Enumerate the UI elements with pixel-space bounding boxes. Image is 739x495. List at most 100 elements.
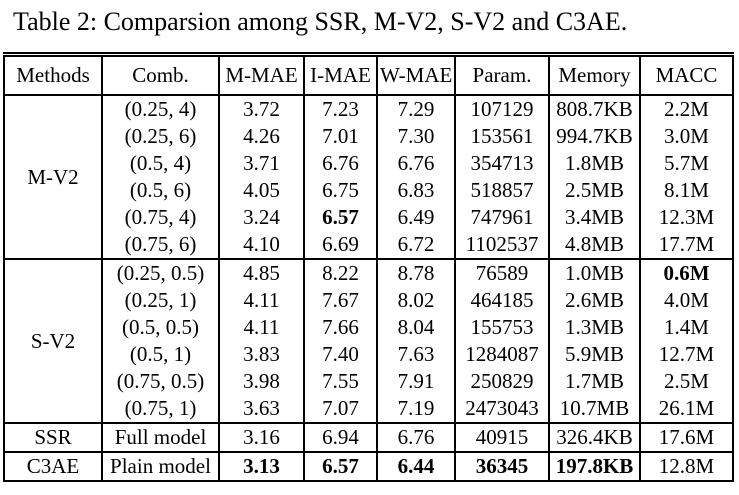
- cell-m-mae: 3.98: [218, 368, 305, 395]
- cell-comb: (0.25, 1): [101, 287, 220, 314]
- cell-comb: Full model: [101, 423, 220, 452]
- method-group-ssr: SSR Full model 3.16 6.94 6.76 40915 326.4KB 17.…: [3, 423, 734, 452]
- table-row: (0.5, 0.5) 4.11 7.66 8.04 155753 1.3MB 1.4M: [4, 314, 734, 341]
- cell-w-mae: 7.63: [376, 341, 456, 368]
- method-cell: M-V2: [3, 95, 103, 259]
- cell-w-mae: 6.44: [376, 452, 456, 481]
- table-row: (0.25, 6) 4.26 7.01 7.30 153561 994.7KB 3.0M: [4, 123, 734, 150]
- cell-m-mae: 3.63: [218, 395, 305, 423]
- cell-i-mae: 6.75: [303, 177, 378, 204]
- cell-m-mae: 3.83: [218, 341, 305, 368]
- cell-i-mae: 7.66: [303, 314, 378, 341]
- method-cell: SSR: [3, 423, 103, 452]
- header-row: Methods Comb. M-MAE I-MAE W-MAE Param. M…: [3, 54, 734, 96]
- table-row: (0.5, 1) 3.83 7.40 7.63 1284087 5.9MB 12.7M: [4, 341, 734, 368]
- cell-param: 250829: [454, 368, 550, 395]
- table-row: (0.75, 4) 3.24 6.57 6.49 747961 3.4MB 12.3M: [4, 204, 734, 231]
- cell-memory: 1.7MB: [548, 368, 641, 395]
- table-row: M-V2 (0.25, 4) 3.72 7.23 7.29 107129 808.7KB 2.…: [3, 95, 734, 259]
- cell-i-mae: 6.57: [303, 452, 378, 481]
- cell-memory: 10.7MB: [548, 395, 641, 423]
- cell-macc: 12.3M: [639, 204, 734, 231]
- table-row: SSR Full model 3.16 6.94 6.76 40915 326.4KB 17.…: [3, 423, 734, 452]
- cell-memory: 808.7KB: [548, 95, 641, 123]
- col-header-memory: Memory: [548, 54, 641, 96]
- cell-w-mae: 6.76: [376, 150, 456, 177]
- cell-w-mae: 8.78: [376, 259, 456, 287]
- cell-w-mae: 7.30: [376, 123, 456, 150]
- cell-memory: 5.9MB: [548, 341, 641, 368]
- cell-w-mae: 6.49: [376, 204, 456, 231]
- cell-w-mae: 7.19: [376, 395, 456, 423]
- cell-m-mae: 4.11: [218, 287, 305, 314]
- cell-param: 518857: [454, 177, 550, 204]
- table-header: Methods Comb. M-MAE I-MAE W-MAE Param. M…: [3, 54, 734, 96]
- cell-w-mae: 6.72: [376, 231, 456, 259]
- cell-param: 464185: [454, 287, 550, 314]
- col-header-m-mae: M-MAE: [218, 54, 305, 96]
- cell-comb: (0.75, 1): [101, 395, 220, 423]
- cell-macc: 26.1M: [639, 395, 734, 423]
- cell-param: 354713: [454, 150, 550, 177]
- table-row: (0.75, 6) 4.10 6.69 6.72 1102537 4.8MB 17.7M: [4, 231, 734, 259]
- cell-i-mae: 6.57: [303, 204, 378, 231]
- cell-m-mae: 3.24: [218, 204, 305, 231]
- cell-memory: 326.4KB: [548, 423, 641, 452]
- table-row: (0.5, 6) 4.05 6.75 6.83 518857 2.5MB 8.1M: [4, 177, 734, 204]
- cell-w-mae: 8.02: [376, 287, 456, 314]
- cell-param: 155753: [454, 314, 550, 341]
- cell-macc: 2.2M: [639, 95, 734, 123]
- cell-param: 2473043: [454, 395, 550, 423]
- cell-comb: (0.75, 4): [101, 204, 220, 231]
- cell-m-mae: 3.16: [218, 423, 305, 452]
- cell-memory: 2.5MB: [548, 177, 641, 204]
- cell-memory: 1.8MB: [548, 150, 641, 177]
- cell-i-mae: 7.55: [303, 368, 378, 395]
- cell-macc: 2.5M: [639, 368, 734, 395]
- cell-comb: (0.75, 6): [101, 231, 220, 259]
- cell-comb: (0.5, 6): [101, 177, 220, 204]
- table-row: C3AE Plain model 3.13 6.57 6.44 36345 197.8KB 1…: [3, 452, 734, 481]
- cell-i-mae: 6.94: [303, 423, 378, 452]
- cell-memory: 1.0MB: [548, 259, 641, 287]
- comparison-table: Methods Comb. M-MAE I-MAE W-MAE Param. M…: [3, 52, 734, 482]
- cell-macc: 12.7M: [639, 341, 734, 368]
- cell-m-mae: 4.10: [218, 231, 305, 259]
- method-group-c3ae: C3AE Plain model 3.13 6.57 6.44 36345 197.8KB 1…: [3, 452, 734, 481]
- cell-param: 107129: [454, 95, 550, 123]
- method-group-s-v2: S-V2 (0.25, 0.5) 4.85 8.22 8.78 76589 1.0MB 0.6…: [3, 259, 734, 423]
- cell-comb: (0.75, 0.5): [101, 368, 220, 395]
- col-header-w-mae: W-MAE: [376, 54, 456, 96]
- method-group-m-v2: M-V2 (0.25, 4) 3.72 7.23 7.29 107129 808.7KB 2.…: [3, 95, 734, 259]
- cell-comb: (0.5, 4): [101, 150, 220, 177]
- cell-param: 1284087: [454, 341, 550, 368]
- table-row: (0.5, 4) 3.71 6.76 6.76 354713 1.8MB 5.7M: [4, 150, 734, 177]
- table-caption: Table 2: Comparsion among SSR, M-V2, S-V…: [13, 7, 628, 36]
- cell-i-mae: 6.69: [303, 231, 378, 259]
- cell-macc: 0.6M: [639, 259, 734, 287]
- cell-macc: 17.7M: [639, 231, 734, 259]
- cell-w-mae: 6.83: [376, 177, 456, 204]
- cell-memory: 3.4MB: [548, 204, 641, 231]
- cell-i-mae: 7.67: [303, 287, 378, 314]
- cell-comb: Plain model: [101, 452, 220, 481]
- cell-memory: 2.6MB: [548, 287, 641, 314]
- cell-i-mae: 8.22: [303, 259, 378, 287]
- cell-w-mae: 7.91: [376, 368, 456, 395]
- cell-param: 1102537: [454, 231, 550, 259]
- col-header-param: Param.: [454, 54, 550, 96]
- col-header-i-mae: I-MAE: [303, 54, 378, 96]
- cell-comb: (0.25, 6): [101, 123, 220, 150]
- col-header-methods: Methods: [3, 54, 103, 96]
- cell-i-mae: 7.40: [303, 341, 378, 368]
- cell-m-mae: 3.71: [218, 150, 305, 177]
- cell-memory: 197.8KB: [548, 452, 641, 481]
- cell-w-mae: 8.04: [376, 314, 456, 341]
- method-cell: C3AE: [3, 452, 103, 481]
- cell-i-mae: 7.07: [303, 395, 378, 423]
- cell-memory: 994.7KB: [548, 123, 641, 150]
- col-header-comb: Comb.: [101, 54, 220, 96]
- table-row: (0.75, 1) 3.63 7.07 7.19 2473043 10.7MB 26.1M: [4, 395, 734, 423]
- cell-macc: 8.1M: [639, 177, 734, 204]
